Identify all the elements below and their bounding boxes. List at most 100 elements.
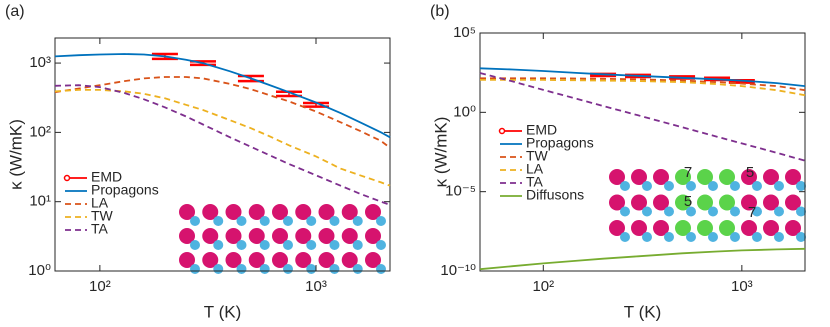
- plot-frame: [54, 37, 391, 272]
- legend-label: LA: [91, 195, 109, 211]
- atom-large: [248, 252, 265, 268]
- atom-small: [642, 232, 652, 242]
- atom-large: [202, 252, 219, 268]
- atom-large: [653, 220, 669, 236]
- atom-large: [741, 220, 757, 236]
- y-axis-label: κ (W/mK): [431, 117, 450, 188]
- panel-label: (b): [430, 3, 450, 20]
- series-line: [54, 76, 391, 149]
- y-tick-label: 10⁰: [453, 103, 476, 120]
- atom-small: [620, 206, 630, 217]
- atom-small: [708, 181, 718, 191]
- annotation: 5: [684, 193, 692, 210]
- atom-small: [642, 181, 652, 191]
- atom-large: [179, 204, 195, 220]
- y-tick-label: 10⁻⁵: [445, 183, 476, 200]
- atom-large: [248, 204, 265, 220]
- atom-small: [213, 240, 224, 250]
- atom-large: [675, 220, 691, 236]
- atom-small: [620, 181, 630, 191]
- atom-small: [190, 216, 200, 226]
- legend-label: Diffusons: [526, 187, 584, 203]
- legend-label: Propagons: [526, 135, 594, 151]
- y-tick-label: 10⁵: [453, 24, 476, 41]
- atom-large: [179, 228, 195, 244]
- x-axis-label: T (K): [204, 302, 241, 321]
- legend-marker: [498, 127, 506, 135]
- atom-small: [620, 232, 630, 242]
- x-tick-label: 10²: [89, 278, 111, 295]
- series-line: [54, 84, 391, 206]
- atom-large: [631, 169, 647, 185]
- y-tick-label: 10⁰: [28, 262, 51, 279]
- atom-small: [352, 216, 363, 226]
- atom-small: [774, 232, 784, 242]
- atom-large: [295, 204, 312, 220]
- atom-small: [283, 216, 293, 226]
- atom-small: [376, 216, 386, 226]
- x-tick-label: 10³: [305, 278, 327, 295]
- atom-large: [225, 228, 242, 244]
- atom-large: [609, 220, 625, 236]
- atom-small: [774, 206, 784, 217]
- atom-small: [213, 264, 224, 274]
- atom-small: [642, 206, 652, 217]
- atom-small: [708, 206, 718, 217]
- atom-large: [272, 252, 288, 268]
- atom-large: [365, 252, 381, 268]
- atom-small: [664, 232, 674, 242]
- atom-large: [785, 194, 801, 211]
- atom-small: [283, 240, 293, 250]
- annotation: 7: [748, 204, 756, 221]
- atom-small: [796, 206, 806, 217]
- atom-small: [236, 216, 247, 226]
- legend-label: EMD: [91, 169, 122, 185]
- legend-label: Propagons: [91, 182, 159, 198]
- atom-small: [190, 240, 200, 250]
- x-axis-label: T (K): [624, 302, 661, 321]
- atom-large: [225, 204, 242, 220]
- atom-small: [329, 216, 340, 226]
- atom-large: [318, 204, 335, 220]
- atom-small: [236, 240, 247, 250]
- atom-large: [202, 204, 219, 220]
- atom-small: [190, 264, 200, 274]
- atom-small: [708, 232, 718, 242]
- atom-large: [272, 204, 288, 220]
- legend-label: EMD: [526, 122, 557, 138]
- atom-large: [365, 204, 381, 220]
- legend-label: TW: [91, 208, 114, 224]
- atom-small: [352, 240, 363, 250]
- atom-small: [752, 181, 762, 191]
- atom-small: [376, 240, 386, 250]
- atom-large: [785, 220, 801, 236]
- y-tick-label: 10⁻¹⁰: [440, 262, 476, 279]
- series-line: [479, 72, 806, 162]
- atom-large: [741, 169, 757, 185]
- atom-small: [259, 216, 270, 226]
- x-tick-label: 10³: [731, 278, 753, 295]
- atom-large: [763, 169, 779, 185]
- y-tick-label: 10³: [29, 54, 51, 71]
- atom-large: [272, 228, 288, 244]
- atom-small: [686, 232, 696, 242]
- atom-small: [686, 181, 696, 191]
- atom-small: [259, 240, 270, 250]
- atom-small: [664, 206, 674, 217]
- atom-large: [341, 228, 358, 244]
- series-line: [480, 79, 806, 97]
- series-line: [480, 77, 806, 92]
- atom-small: [352, 264, 363, 274]
- legend-label: LA: [526, 161, 544, 177]
- atom-small: [730, 206, 740, 217]
- atom-large: [653, 169, 669, 185]
- atom-small: [664, 181, 674, 191]
- atom-large: [365, 228, 381, 244]
- atom-small: [306, 264, 317, 274]
- atom-small: [236, 264, 247, 274]
- atom-small: [329, 264, 340, 274]
- atom-small: [774, 181, 784, 191]
- legend-marker: [63, 174, 71, 182]
- atom-large: [318, 228, 335, 244]
